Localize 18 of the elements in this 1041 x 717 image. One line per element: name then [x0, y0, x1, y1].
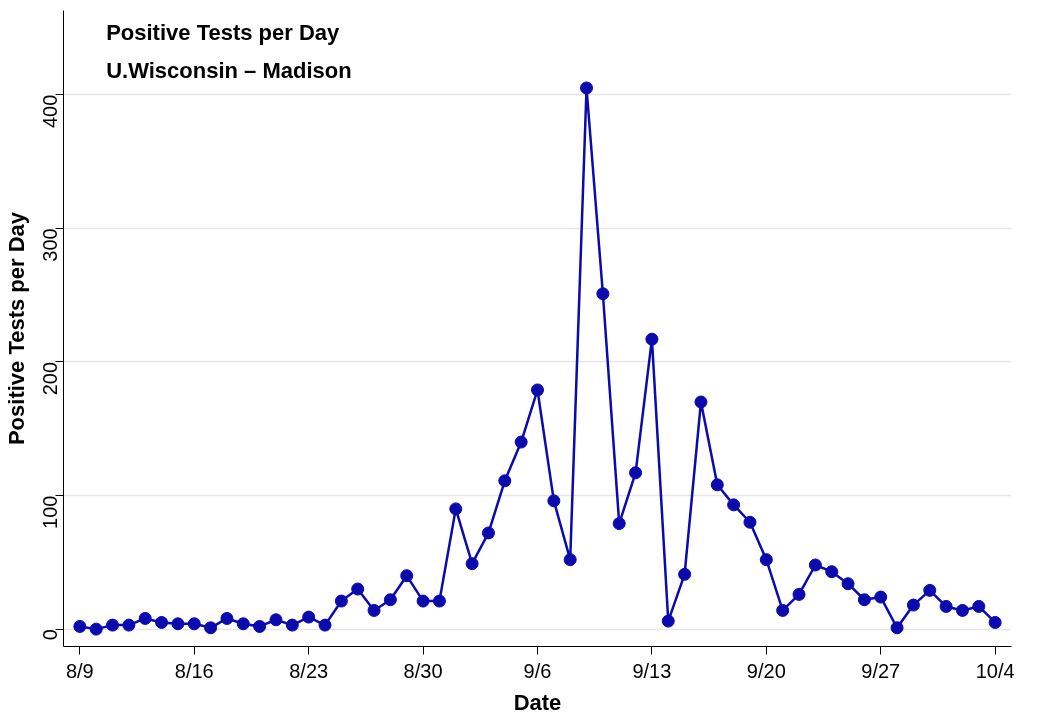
x-tick-label: 9/6: [523, 659, 552, 682]
x-tick-label: 8/9: [65, 659, 94, 682]
x-tick-label: 9/27: [861, 659, 901, 682]
x-tick-label: 10/4: [975, 659, 1015, 682]
x-axis-title: Date: [513, 689, 562, 715]
text: U.Wisconsin – Madison: [106, 58, 352, 84]
x-tick-label: 9/20: [746, 659, 786, 682]
y-tick-label: 400: [39, 94, 62, 129]
y-tick-label: 200: [39, 361, 62, 396]
text: Positive Tests per Day: [106, 20, 341, 46]
x-tick-label: 8/23: [289, 659, 329, 682]
x-tick-label: 8/30: [403, 659, 443, 682]
x-tick-label: 9/13: [632, 659, 672, 682]
y-tick-label: 300: [39, 228, 62, 262]
x-tick-label: 8/16: [174, 659, 214, 682]
y-tick-label: 100: [39, 495, 62, 529]
y-axis-title: Positive Tests per Day: [3, 211, 29, 446]
y-tick-label: 0: [39, 629, 62, 641]
